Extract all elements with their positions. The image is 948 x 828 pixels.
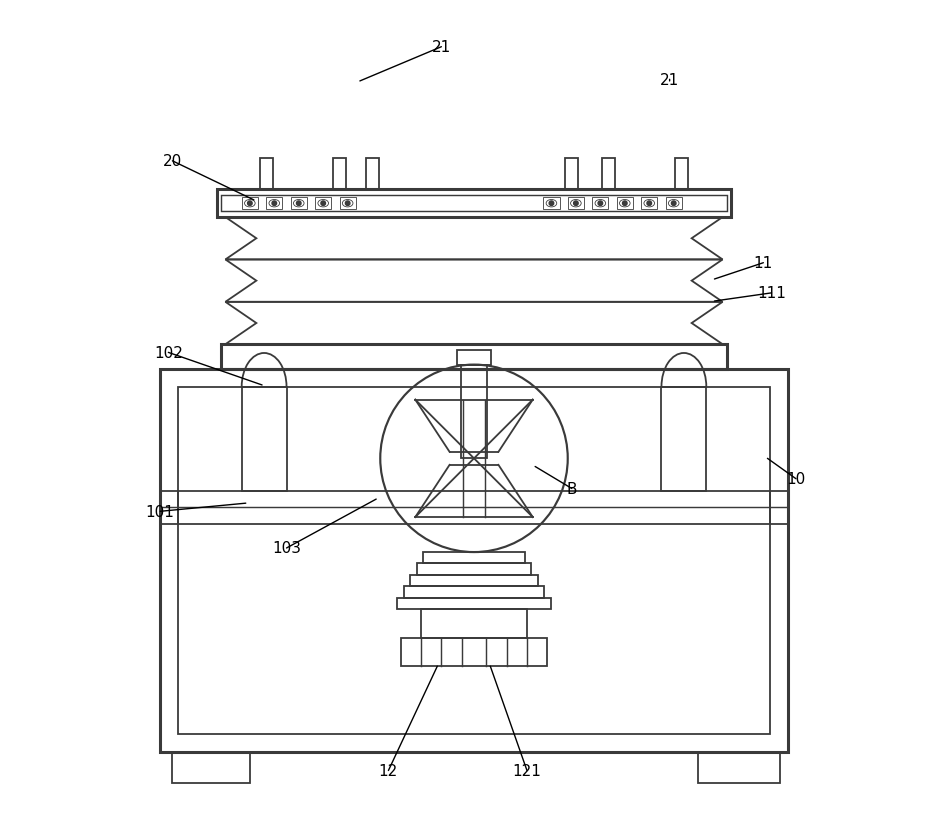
Circle shape (297, 202, 301, 206)
Text: 101: 101 (146, 504, 174, 519)
Circle shape (598, 202, 603, 206)
Circle shape (247, 202, 252, 206)
Text: 20: 20 (163, 154, 182, 169)
Text: 102: 102 (154, 345, 183, 360)
Text: 103: 103 (272, 541, 301, 556)
Text: 12: 12 (379, 763, 398, 778)
Text: 21: 21 (431, 40, 451, 55)
Text: B: B (567, 481, 577, 497)
Circle shape (647, 202, 651, 206)
Circle shape (671, 202, 676, 206)
Circle shape (321, 202, 325, 206)
Circle shape (272, 202, 277, 206)
Circle shape (574, 202, 578, 206)
Text: 111: 111 (757, 286, 786, 301)
Text: 10: 10 (786, 472, 806, 487)
Text: 11: 11 (754, 256, 773, 271)
Circle shape (623, 202, 627, 206)
Circle shape (549, 202, 554, 206)
Text: 121: 121 (513, 763, 541, 778)
Text: 21: 21 (660, 73, 680, 88)
Circle shape (345, 202, 350, 206)
